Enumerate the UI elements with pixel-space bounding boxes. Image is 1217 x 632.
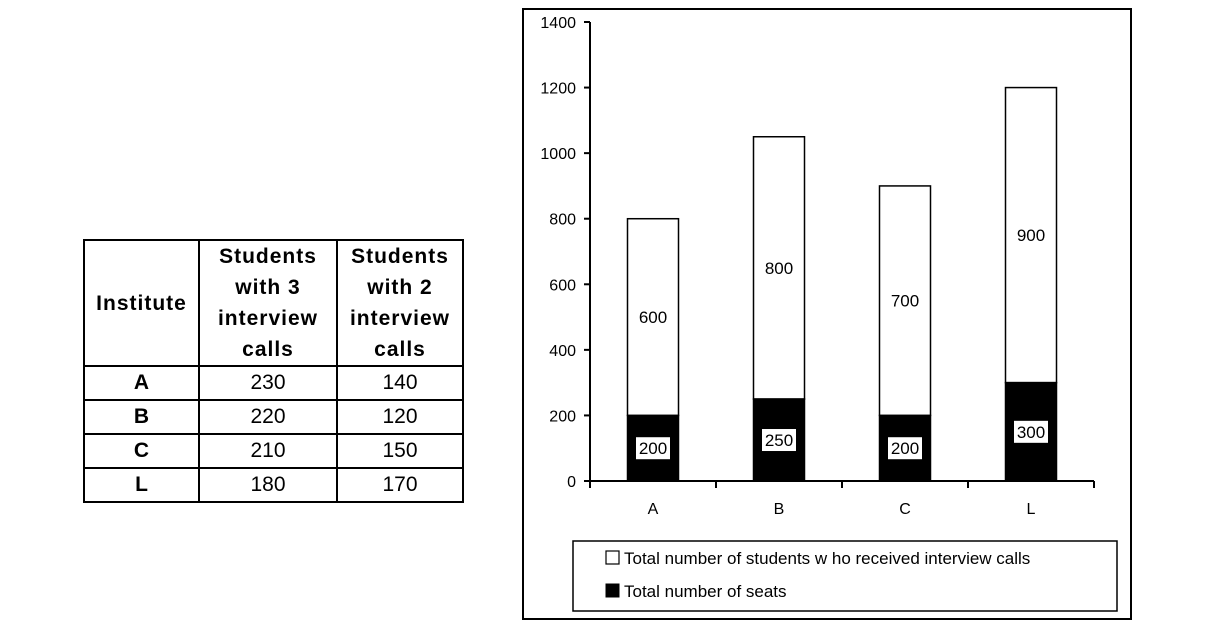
x-tick-label: B [774,501,785,518]
y-tick-label: 400 [549,343,576,360]
cell-institute: C [83,433,200,469]
y-tick-label: 800 [549,212,576,229]
bar-interview-calls [752,136,806,400]
cell-two-calls: 120 [336,399,464,435]
cell-institute: L [83,467,200,503]
x-tick-label: L [1027,501,1036,518]
data-label-box [1014,420,1048,443]
legend-label-seats: Total number of seats [624,582,787,601]
y-tick-label: 0 [567,474,576,491]
legend-label-interview-calls: Total number of students w ho received i… [624,549,1030,568]
legend-box [572,540,1118,612]
y-tick-label: 1000 [540,146,576,163]
header-two-calls: Students with 2 interview calls [336,239,464,367]
data-label-box [762,429,796,452]
data-label-interview-calls: 600 [639,308,667,327]
data-label-seats: 200 [891,439,919,458]
cell-two-calls: 140 [336,365,464,401]
data-label-interview-calls: 800 [765,259,793,278]
table-header-row: Institute Students with 3 interview call… [83,239,464,367]
header-three-calls: Students with 3 interview calls [198,239,338,367]
y-tick-label: 1400 [540,15,576,32]
cell-three-calls: 230 [198,365,338,401]
cell-three-calls: 220 [198,399,338,435]
bar-interview-calls [626,217,680,417]
cell-institute: A [83,365,200,401]
data-label-seats: 200 [639,439,667,458]
bar-interview-calls [878,185,932,417]
cell-three-calls: 210 [198,433,338,469]
data-label-seats: 300 [1017,423,1045,442]
data-label-box [636,437,670,460]
cell-three-calls: 180 [198,467,338,503]
legend-swatch-seats [605,583,620,598]
data-label-box [888,437,922,460]
cell-two-calls: 170 [336,467,464,503]
data-table: Institute Students with 3 interview call… [83,239,464,503]
y-tick-label: 1200 [540,81,576,98]
header-institute: Institute [83,239,200,367]
chart-frame [522,8,1132,620]
table-row: B 220 120 [83,399,464,435]
data-label-interview-calls: 900 [1017,226,1045,245]
data-label-seats: 250 [765,431,793,450]
table-row: A 230 140 [83,365,464,401]
cell-institute: B [83,399,200,435]
table-row: C 210 150 [83,433,464,469]
x-tick-label: C [899,501,911,518]
legend-swatch-interview-calls [605,550,620,565]
cell-two-calls: 150 [336,433,464,469]
data-label-interview-calls: 700 [891,292,919,311]
y-tick-label: 600 [549,277,576,294]
x-tick-label: A [648,501,659,518]
table-row: L 180 170 [83,467,464,503]
y-tick-label: 200 [549,408,576,425]
